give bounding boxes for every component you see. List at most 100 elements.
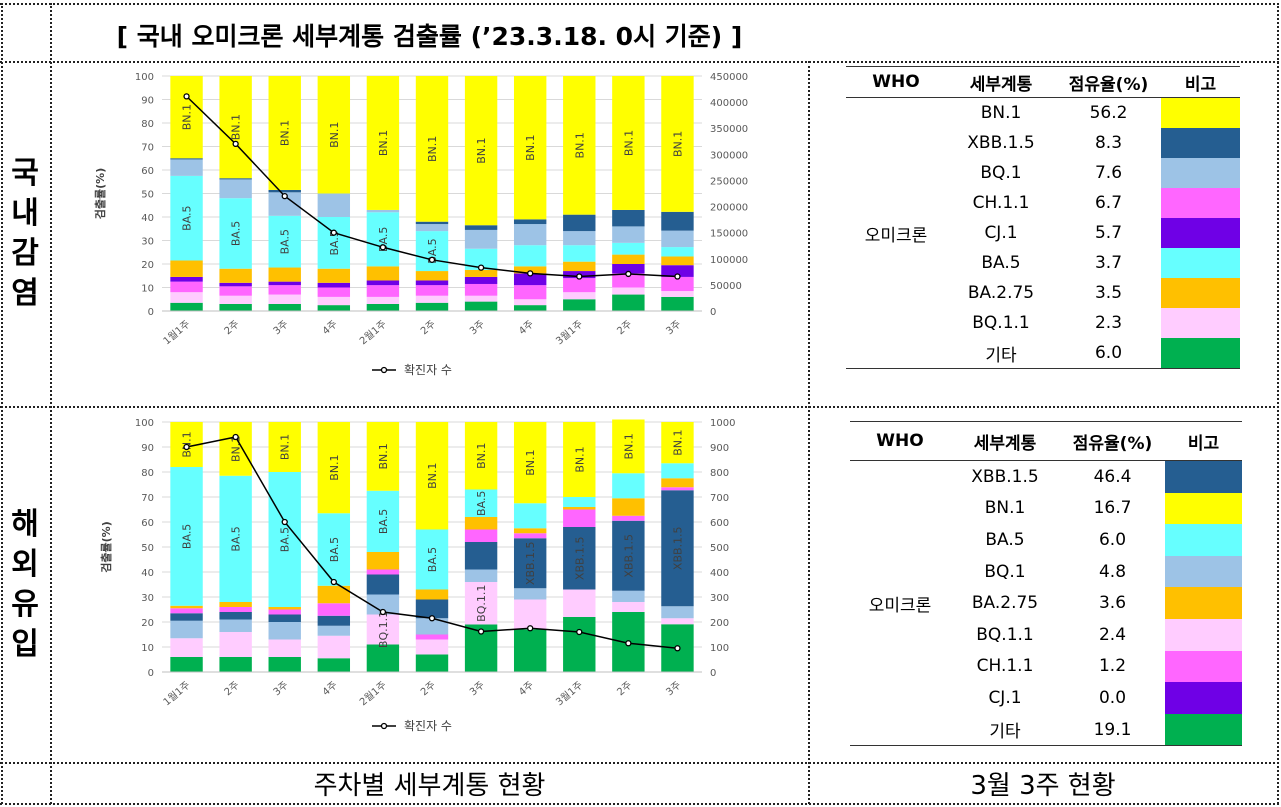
- share-cell: 19.1: [1060, 713, 1165, 747]
- color-swatch-cell: [1161, 97, 1240, 128]
- y-axis-label: 검출률(%): [93, 168, 107, 219]
- y-tick-label: 100: [135, 72, 154, 83]
- share-cell: 16.7: [1093, 498, 1132, 519]
- share-cell: 3.5: [1094, 283, 1123, 303]
- share-cell: 7.6: [1094, 163, 1123, 183]
- bar-segment: [612, 498, 645, 516]
- table-row: BA.2.75 3.5: [846, 278, 1240, 308]
- lineage-cell: BQ.1: [980, 163, 1022, 183]
- bar-segment: [661, 247, 694, 257]
- lineage-cell: 기타: [950, 713, 1060, 747]
- bar-label: BA.5: [328, 537, 341, 562]
- bar-label: BN.1: [426, 463, 439, 489]
- bar-segment: [268, 657, 301, 672]
- table-header-cell: 세부계통: [946, 66, 1056, 98]
- bar-segment: [464, 582, 498, 625]
- bar-label: BN.1: [671, 131, 684, 157]
- bar-segment: [612, 515, 645, 521]
- lineage-cell: CJ.1: [984, 223, 1018, 243]
- table-row: BQ.1.1 2.3: [846, 308, 1240, 338]
- y2-tick-label: 150000: [710, 229, 748, 240]
- table-header-cell: 비고: [1161, 66, 1240, 98]
- line-point: [428, 615, 436, 622]
- y-tick-label: 80: [141, 119, 154, 130]
- y2-tick-label: 250000: [710, 176, 748, 187]
- bar-segment: [612, 602, 645, 612]
- bar-segment: [661, 291, 694, 297]
- bar-segment: [464, 542, 498, 570]
- bar-segment: [415, 76, 449, 222]
- bar-segment: [268, 281, 301, 286]
- bar-segment: [415, 285, 449, 296]
- x-tick-label: 3주: [468, 319, 487, 337]
- row-label-char: 외: [11, 546, 39, 582]
- bar-segment: [366, 574, 400, 595]
- y-tick-label: 30: [141, 237, 154, 248]
- bar-segment: [170, 158, 203, 160]
- lineage-cell: XBB.1.5: [971, 466, 1039, 487]
- bar-label: BA.5: [181, 524, 194, 549]
- y-tick-label: 70: [141, 493, 154, 504]
- bar-segment: [268, 614, 301, 622]
- bar-segment: [268, 622, 301, 640]
- footer-left: 주차별 세부계통 현황: [313, 770, 546, 801]
- y-axis-label: 검출률(%): [99, 521, 113, 572]
- bar-segment: [513, 305, 547, 311]
- y-tick-label: 80: [141, 468, 154, 479]
- bar-segment: [366, 303, 400, 311]
- bar-segment: [219, 179, 252, 199]
- color-swatch-cell: [1165, 650, 1242, 683]
- color-swatch-cell: [1165, 587, 1242, 619]
- table-row: XBB.1.5 8.3: [846, 128, 1240, 158]
- line-point: [674, 273, 681, 280]
- y-tick-label: 90: [141, 443, 154, 454]
- color-swatch-cell: [1165, 713, 1242, 747]
- lineage-cell: BA.5: [985, 529, 1025, 550]
- bar-label: BN.1: [279, 120, 292, 146]
- bar-segment: [268, 609, 301, 615]
- table-row: CH.1.1 6.7: [846, 188, 1240, 218]
- bar-segment: [415, 224, 449, 232]
- y2-tick-label: 1000: [710, 418, 735, 429]
- y-tick-label: 30: [141, 593, 154, 604]
- bar-label: BA.5: [279, 229, 292, 254]
- bar-segment: [464, 248, 498, 270]
- frame-line: [50, 3, 52, 804]
- bar-segment: [219, 619, 252, 632]
- bar-segment: [219, 657, 252, 672]
- lineage-cell: BN.1: [980, 103, 1022, 123]
- domestic-share-table: WHO 세부계통 점유율(%) 비고 오미크론 BN.1 56.2 XBB.1.5 8.3 BQ.…: [846, 66, 1240, 369]
- lineage-cell: BQ.1.1: [976, 624, 1034, 645]
- bar-segment: [612, 590, 645, 602]
- bar-segment: [513, 266, 547, 274]
- x-tick-label: 2월1주: [357, 679, 389, 708]
- bar-segment: [170, 281, 203, 293]
- x-tick-label: 2주: [223, 680, 242, 698]
- bar-segment: [268, 285, 301, 295]
- bar-segment: [513, 422, 547, 504]
- bar-segment: [317, 585, 351, 604]
- bar-segment: [661, 422, 694, 464]
- bar-segment: [612, 473, 645, 499]
- y-tick-label: 20: [141, 618, 154, 629]
- bar-segment: [661, 478, 694, 488]
- bar-segment: [317, 296, 351, 306]
- bar-segment: [563, 617, 596, 672]
- bar-label: BQ.1.1: [377, 611, 390, 648]
- bar-segment: [563, 527, 596, 590]
- bar-segment: [317, 603, 351, 616]
- lineage-cell: BQ.1: [984, 561, 1026, 582]
- bar-segment: [612, 294, 645, 311]
- bar-label: BN.1: [475, 137, 488, 163]
- bar-segment: [415, 589, 449, 600]
- overseas-share-table: WHO 세부계통 점유율(%) 비고 오미크론 XBB.1.5 46.4 BN.1 16.7 BA…: [850, 421, 1242, 747]
- line-point: [330, 229, 337, 236]
- y-tick-label: 50: [141, 543, 154, 554]
- bar-segment: [464, 276, 498, 284]
- bar-segment: [612, 254, 645, 264]
- share-cell: 0.0: [1098, 687, 1127, 708]
- x-tick-label: 3주: [272, 319, 291, 337]
- bar-segment: [219, 632, 252, 657]
- frame-line: [808, 61, 810, 804]
- overseas-chart: 0102030405060708090100010020030040050060…: [99, 418, 735, 733]
